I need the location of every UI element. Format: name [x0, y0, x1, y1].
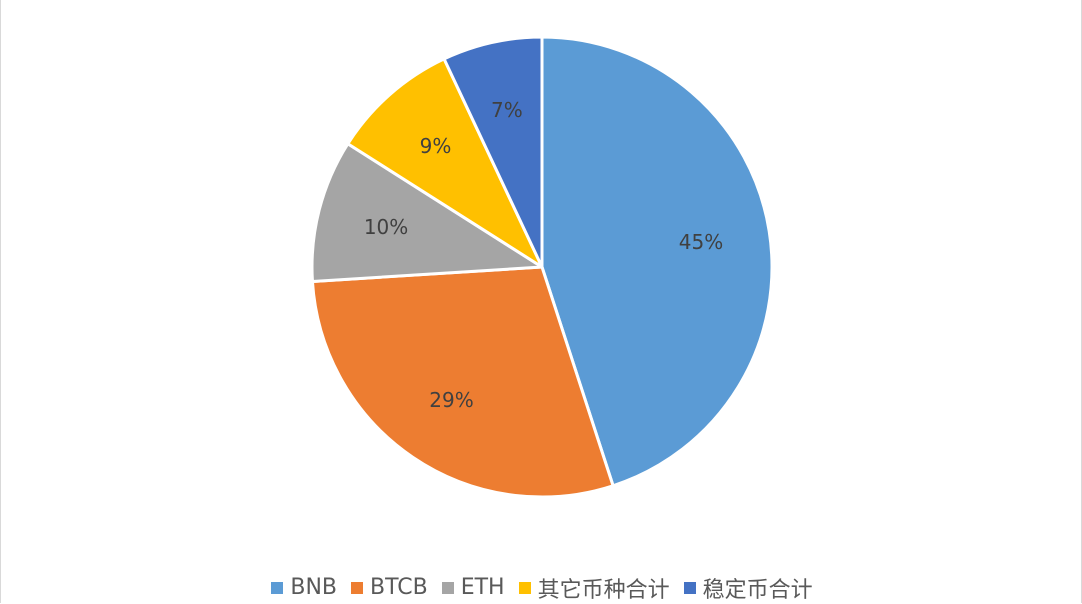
pie-slice-3 — [346, 57, 544, 269]
pie-data-labels: 45% 29% 10% 9% 7% — [364, 98, 723, 412]
legend-item-1: BTCB — [351, 575, 428, 600]
legend-swatch-4 — [683, 581, 696, 594]
pie-slice-0 — [540, 35, 774, 488]
legend-label-0: BNB — [290, 575, 338, 600]
legend-item-3: 其它币种合计 — [518, 572, 670, 604]
legend-item-4: 稳定币合计 — [683, 572, 813, 604]
pie-slice-2 — [310, 142, 544, 283]
data-label-2: 10% — [364, 215, 408, 239]
legend-swatch-1 — [351, 581, 364, 594]
legend-label-1: BTCB — [370, 575, 428, 600]
data-label-0: 45% — [679, 230, 723, 254]
legend-label-2: ETH — [460, 575, 505, 600]
legend-label-3: 其它币种合计 — [537, 577, 670, 603]
pie-slices — [310, 35, 774, 499]
data-label-1: 29% — [429, 388, 473, 412]
data-label-4: 7% — [491, 98, 523, 122]
legend: BNB BTCB ETH 其它币种合计 稳定币合计 — [1, 572, 1082, 603]
legend-item-0: BNB — [271, 575, 337, 600]
data-label-3: 9% — [420, 134, 452, 158]
legend-label-4: 稳定币合计 — [702, 577, 813, 603]
pie-slice-4 — [442, 35, 544, 269]
pie-slice-1 — [310, 265, 615, 499]
legend-swatch-2 — [441, 581, 454, 594]
legend-item-2: ETH — [441, 575, 505, 600]
legend-swatch-3 — [518, 581, 531, 594]
legend-swatch-0 — [271, 581, 284, 594]
